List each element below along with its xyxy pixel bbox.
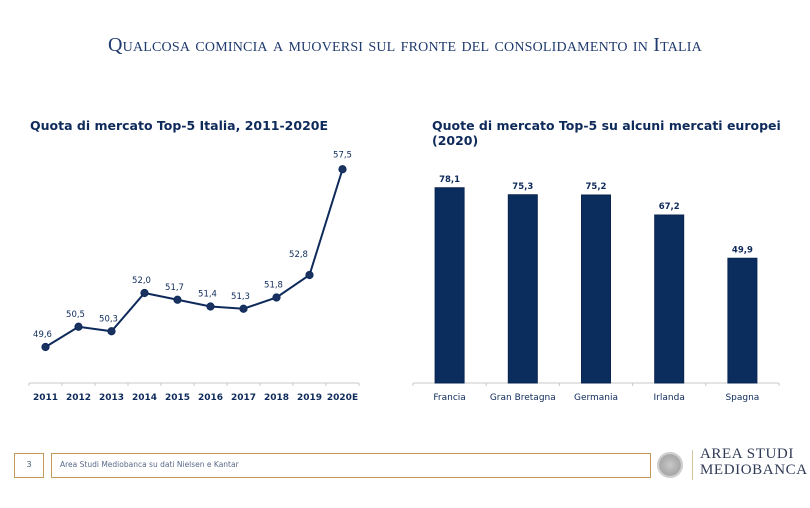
- x-tick-label: 2019: [297, 393, 322, 403]
- logo: AREA STUDI MEDIOBANCA: [700, 446, 808, 478]
- data-point: [272, 293, 281, 302]
- bar: [654, 214, 685, 384]
- x-tick-label: Germania: [574, 393, 618, 403]
- line-chart-title: Quota di mercato Top-5 Italia, 2011-2020…: [30, 118, 328, 133]
- x-tick-label: 2012: [66, 393, 91, 403]
- data-label: 67,2: [659, 202, 680, 212]
- data-point: [74, 322, 83, 331]
- data-point: [173, 295, 182, 304]
- data-label: 51,4: [198, 290, 217, 300]
- data-label: 50,3: [99, 314, 118, 324]
- x-tick-label: 2017: [231, 393, 256, 403]
- data-point: [239, 304, 248, 313]
- x-tick-label: 2016: [198, 393, 223, 403]
- data-label: 52,8: [289, 250, 308, 260]
- x-tick-label: 2011: [33, 393, 58, 403]
- x-tick-label: 2015: [165, 393, 190, 403]
- logo-line-2: MEDIOBANCA: [700, 462, 808, 478]
- bar-chart: 78,1 Francia 75,3 Gran Bretagna 75,2 Germania…: [412, 175, 780, 403]
- data-label: 52,0: [132, 276, 151, 286]
- data-label: 49,6: [33, 330, 52, 340]
- x-tick-label: 2020E: [327, 393, 358, 403]
- bar: [581, 194, 611, 384]
- data-point: [140, 288, 149, 298]
- data-label: 75,2: [586, 182, 607, 192]
- page-number: 3: [14, 453, 44, 478]
- slide-title: Qualcosa comincia a muoversi sul fronte …: [108, 34, 702, 56]
- data-point: [338, 165, 347, 174]
- data-label: 57,5: [333, 150, 352, 160]
- data-label: 78,1: [439, 175, 460, 185]
- bar: [507, 194, 538, 384]
- data-point: [107, 327, 116, 336]
- data-point: [206, 302, 215, 311]
- data-label: 50,5: [66, 310, 85, 320]
- bar: [434, 187, 465, 384]
- x-tick-label: Gran Bretagna: [490, 393, 556, 403]
- seal-icon: [657, 452, 683, 478]
- x-tick-label: 2018: [264, 393, 289, 403]
- data-label: 75,3: [512, 182, 533, 192]
- data-point: [305, 270, 314, 280]
- x-tick-label: 2013: [99, 393, 124, 403]
- data-label: 49,9: [732, 245, 753, 255]
- data-point: [41, 342, 50, 352]
- bar: [727, 257, 758, 384]
- x-tick-label: 2014: [132, 393, 157, 403]
- bar-chart-title: Quote di mercato Top-5 su alcuni mercati…: [432, 118, 781, 148]
- series-line: [44, 168, 344, 348]
- x-tick-label: Francia: [433, 393, 465, 403]
- line-chart: 2011 2012 2013 2014 2015 2016 2017 2018 2019 2020…: [28, 150, 360, 403]
- logo-divider: [692, 450, 693, 480]
- data-label: 51,7: [165, 283, 184, 293]
- x-tick-label: Irlanda: [654, 393, 685, 403]
- data-label: 51,8: [264, 281, 283, 291]
- data-label: 51,3: [231, 292, 250, 302]
- x-tick-label: Spagna: [725, 393, 759, 403]
- source-note: Area Studi Mediobanca su dati Nielsen e …: [51, 453, 651, 478]
- logo-line-1: AREA STUDI: [700, 446, 794, 462]
